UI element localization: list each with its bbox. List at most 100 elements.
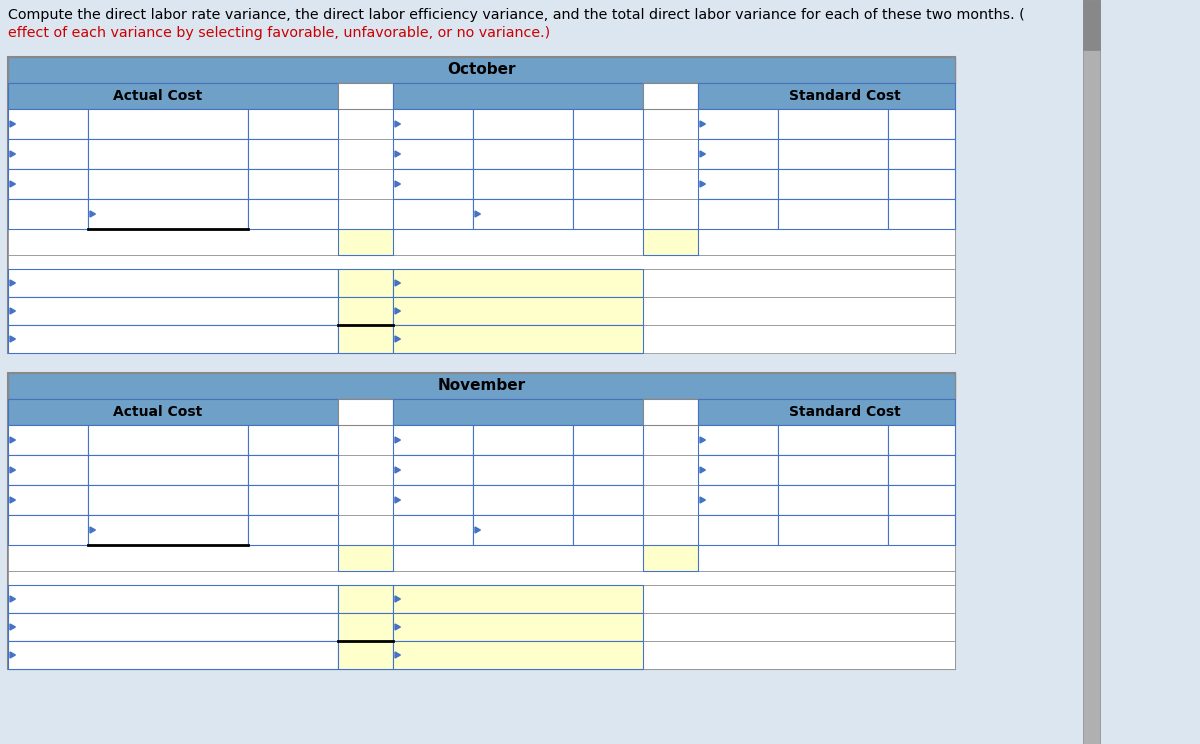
Bar (88, 109, 248, 139)
Bar (394, 325, 643, 353)
Bar (643, 455, 698, 485)
Bar (778, 485, 888, 515)
Text: Standard Cost: Standard Cost (788, 405, 900, 419)
Polygon shape (10, 624, 16, 630)
Bar (394, 139, 473, 169)
Polygon shape (10, 467, 16, 473)
Polygon shape (90, 211, 96, 217)
Polygon shape (395, 652, 401, 658)
Bar (698, 139, 778, 169)
Polygon shape (395, 336, 401, 342)
Bar (338, 109, 394, 139)
Bar (88, 139, 248, 169)
Bar (574, 109, 643, 139)
Bar (8, 455, 88, 485)
Bar (574, 485, 643, 515)
Bar (8, 485, 88, 515)
Bar (1084, 0, 1100, 50)
Polygon shape (10, 497, 16, 503)
Polygon shape (700, 467, 706, 473)
Bar (338, 399, 394, 425)
Polygon shape (10, 652, 16, 658)
Polygon shape (395, 151, 401, 157)
Bar (394, 297, 643, 325)
Bar (88, 515, 248, 545)
Polygon shape (10, 280, 16, 286)
Bar (888, 109, 955, 139)
Bar (888, 199, 955, 229)
Polygon shape (10, 308, 16, 314)
Bar (643, 641, 955, 669)
Polygon shape (10, 151, 16, 157)
Bar (8, 399, 338, 425)
Polygon shape (10, 121, 16, 127)
Bar (394, 399, 643, 425)
Bar (88, 169, 248, 199)
Polygon shape (700, 121, 706, 127)
Bar (643, 485, 698, 515)
Polygon shape (475, 527, 480, 533)
Bar (8, 57, 955, 83)
Bar (394, 515, 473, 545)
Bar (698, 169, 778, 199)
Bar (8, 57, 955, 353)
Polygon shape (10, 596, 16, 602)
Bar (8, 425, 88, 455)
Bar (8, 255, 955, 269)
Bar (473, 425, 574, 455)
Polygon shape (395, 437, 401, 443)
Bar (8, 169, 88, 199)
Bar (574, 169, 643, 199)
Bar (778, 109, 888, 139)
Bar (698, 229, 955, 255)
Bar (248, 485, 338, 515)
Polygon shape (395, 596, 401, 602)
Bar (338, 83, 394, 109)
Polygon shape (395, 280, 401, 286)
Bar (8, 269, 338, 297)
Bar (643, 585, 955, 613)
Bar (394, 425, 473, 455)
Bar (394, 641, 643, 669)
Polygon shape (395, 181, 401, 187)
Text: Compute the direct labor rate variance, the direct labor efficiency variance, an: Compute the direct labor rate variance, … (8, 8, 1025, 22)
Bar (8, 109, 88, 139)
Polygon shape (395, 467, 401, 473)
Bar (643, 399, 698, 425)
Bar (338, 325, 394, 353)
Bar (888, 515, 955, 545)
Bar (338, 169, 394, 199)
Bar (643, 269, 955, 297)
Bar (8, 585, 338, 613)
Bar (473, 515, 574, 545)
Bar (473, 485, 574, 515)
Bar (8, 641, 338, 669)
Bar (8, 139, 88, 169)
Bar (698, 109, 778, 139)
Bar (473, 139, 574, 169)
Bar (888, 139, 955, 169)
Bar (574, 515, 643, 545)
Polygon shape (10, 336, 16, 342)
Bar (8, 229, 338, 255)
Bar (338, 139, 394, 169)
Bar (338, 641, 394, 669)
Bar (394, 485, 473, 515)
Bar (473, 109, 574, 139)
Bar (778, 425, 888, 455)
Bar (8, 373, 955, 399)
Bar (338, 515, 394, 545)
Bar (8, 297, 338, 325)
Bar (643, 325, 955, 353)
Bar (338, 297, 394, 325)
Polygon shape (395, 497, 401, 503)
Bar (8, 515, 88, 545)
Bar (643, 297, 955, 325)
Bar (643, 199, 698, 229)
Bar (643, 139, 698, 169)
Bar (338, 425, 394, 455)
Bar (698, 545, 955, 571)
Bar (88, 485, 248, 515)
Bar (248, 199, 338, 229)
Bar (8, 199, 88, 229)
